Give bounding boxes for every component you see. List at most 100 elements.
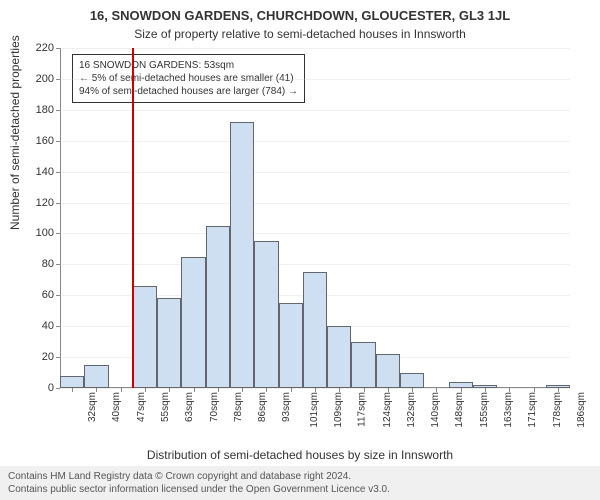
x-tick-mark <box>364 388 365 392</box>
x-tick-label: 86sqm <box>257 392 268 422</box>
y-tick-mark <box>56 79 60 80</box>
y-tick-mark <box>56 388 60 389</box>
bar <box>400 373 424 388</box>
y-tick-label: 40 <box>42 320 54 332</box>
x-tick-mark <box>72 388 73 392</box>
x-tick-mark <box>461 388 462 392</box>
grid-line <box>60 172 570 173</box>
bar <box>279 303 303 388</box>
x-tick-label: 178sqm <box>551 392 562 428</box>
y-axis-label: Number of semi-detached properties <box>8 35 22 230</box>
bar <box>206 226 230 388</box>
bar <box>230 122 254 388</box>
y-tick-label: 180 <box>36 104 54 116</box>
grid-line <box>60 79 570 80</box>
x-tick-label: 124sqm <box>381 392 392 428</box>
grid-line <box>60 203 570 204</box>
y-tick-mark <box>56 203 60 204</box>
x-tick-label: 109sqm <box>333 392 344 428</box>
x-tick-mark <box>194 388 195 392</box>
x-tick-label: 186sqm <box>576 392 587 428</box>
x-tick-mark <box>291 388 292 392</box>
x-tick-mark <box>315 388 316 392</box>
x-tick-label: 163sqm <box>503 392 514 428</box>
y-tick-label: 20 <box>42 351 54 363</box>
bar <box>351 342 375 388</box>
x-tick-label: 70sqm <box>209 392 220 422</box>
grid-line <box>60 141 570 142</box>
y-tick-label: 200 <box>36 73 54 85</box>
y-tick-mark <box>56 172 60 173</box>
x-tick-mark <box>242 388 243 392</box>
y-tick-label: 100 <box>36 227 54 239</box>
x-tick-mark <box>509 388 510 392</box>
grid-line <box>60 264 570 265</box>
grid-line <box>60 48 570 49</box>
footer-line: Contains public sector information licen… <box>8 483 592 496</box>
x-tick-label: 55sqm <box>160 392 171 422</box>
x-tick-mark <box>218 388 219 392</box>
y-tick-label: 220 <box>36 42 54 54</box>
grid-line <box>60 233 570 234</box>
y-tick-mark <box>56 357 60 358</box>
x-tick-mark <box>145 388 146 392</box>
y-tick-label: 160 <box>36 135 54 147</box>
bar <box>60 376 84 388</box>
x-tick-mark <box>534 388 535 392</box>
annotation-line: 94% of semi-detached houses are larger (… <box>79 85 298 98</box>
bar <box>376 354 400 388</box>
chart-title: 16, SNOWDON GARDENS, CHURCHDOWN, GLOUCES… <box>0 0 600 23</box>
footer: Contains HM Land Registry data © Crown c… <box>0 466 600 500</box>
x-tick-label: 171sqm <box>527 392 538 428</box>
x-tick-mark <box>266 388 267 392</box>
y-tick-mark <box>56 141 60 142</box>
x-tick-mark <box>388 388 389 392</box>
y-tick-mark <box>56 110 60 111</box>
x-tick-label: 148sqm <box>454 392 465 428</box>
y-tick-mark <box>56 233 60 234</box>
reference-line <box>132 48 134 388</box>
x-tick-mark <box>96 388 97 392</box>
chart-subtitle: Size of property relative to semi-detach… <box>0 23 600 41</box>
x-tick-label: 101sqm <box>308 392 319 428</box>
y-tick-mark <box>56 264 60 265</box>
bar <box>157 298 181 388</box>
x-axis-label: Distribution of semi-detached houses by … <box>0 448 600 462</box>
bar <box>133 286 157 388</box>
bar <box>327 326 351 388</box>
y-tick-mark <box>56 326 60 327</box>
y-tick-label: 60 <box>42 289 54 301</box>
bar <box>254 241 278 388</box>
y-tick-label: 0 <box>48 382 54 394</box>
y-tick-label: 120 <box>36 197 54 209</box>
chart-container: 16, SNOWDON GARDENS, CHURCHDOWN, GLOUCES… <box>0 0 600 500</box>
plot-area: 16 SNOWDON GARDENS: 53sqm ← 5% of semi-d… <box>60 48 570 388</box>
y-tick-label: 80 <box>42 258 54 270</box>
y-tick-mark <box>56 48 60 49</box>
annotation-line: 16 SNOWDON GARDENS: 53sqm <box>79 59 298 72</box>
footer-line: Contains HM Land Registry data © Crown c… <box>8 470 592 483</box>
bar <box>303 272 327 388</box>
x-tick-label: 40sqm <box>111 392 122 422</box>
axis-left <box>60 48 61 388</box>
x-tick-mark <box>558 388 559 392</box>
x-tick-mark <box>412 388 413 392</box>
y-tick-mark <box>56 295 60 296</box>
x-tick-mark <box>121 388 122 392</box>
bar <box>181 257 205 388</box>
x-tick-label: 117sqm <box>357 392 368 427</box>
x-tick-label: 47sqm <box>136 392 147 422</box>
x-tick-label: 63sqm <box>184 392 195 422</box>
x-tick-label: 132sqm <box>406 392 417 428</box>
x-tick-label: 140sqm <box>430 392 441 428</box>
grid-line <box>60 110 570 111</box>
y-tick-label: 140 <box>36 166 54 178</box>
x-tick-mark <box>485 388 486 392</box>
x-tick-label: 78sqm <box>233 392 244 422</box>
x-tick-mark <box>339 388 340 392</box>
x-tick-label: 155sqm <box>478 392 489 428</box>
x-tick-mark <box>169 388 170 392</box>
bar <box>84 365 108 388</box>
x-tick-mark <box>436 388 437 392</box>
x-tick-label: 93sqm <box>281 392 292 422</box>
